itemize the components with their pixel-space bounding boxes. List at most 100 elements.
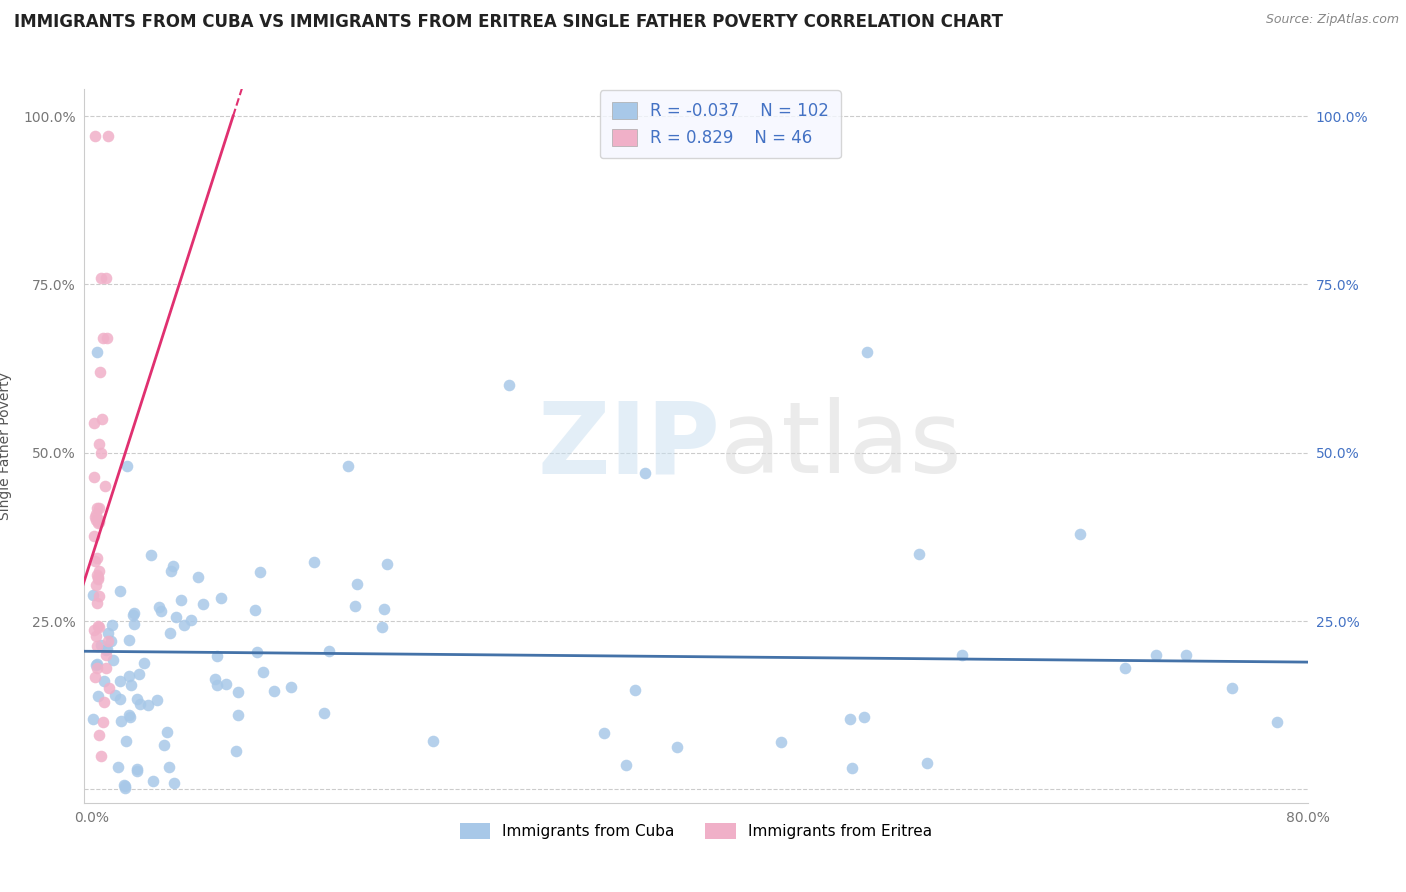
Point [841, 761, 863, 775]
Point [592, 726, 614, 740]
Y-axis label: Single Father Poverty: Single Father Poverty [0, 372, 13, 520]
Point [89, 589, 111, 603]
Point [82, 588, 104, 602]
Point [162, 558, 184, 573]
Point [153, 738, 176, 752]
Point [373, 602, 395, 616]
Point [107, 760, 129, 774]
Point [243, 603, 266, 617]
Point [249, 565, 271, 579]
Point [89, 513, 111, 527]
Point [83, 623, 105, 637]
Point [117, 633, 139, 648]
Point [128, 667, 150, 681]
Point [226, 685, 249, 699]
Point [96, 648, 118, 662]
Point [87, 689, 110, 703]
Point [129, 697, 152, 711]
Point [204, 672, 226, 686]
Point [84, 629, 107, 643]
Point [89, 516, 111, 530]
Point [108, 692, 131, 706]
Point [94, 270, 117, 285]
Point [96, 642, 118, 657]
Point [375, 557, 398, 571]
Point [770, 734, 793, 748]
Point [90, 412, 112, 426]
Point [302, 555, 325, 569]
Point [96, 331, 118, 345]
Point [187, 569, 209, 583]
Point [89, 729, 111, 743]
Point [120, 678, 142, 692]
Point [110, 714, 132, 728]
Point [125, 692, 148, 706]
Point [100, 618, 122, 632]
Point [86, 568, 108, 582]
Point [624, 683, 647, 698]
Point [84, 670, 107, 684]
Point [318, 644, 340, 658]
Point [112, 778, 135, 792]
Point [160, 564, 183, 578]
Point [84, 129, 107, 144]
Point [122, 607, 145, 622]
Point [86, 657, 108, 672]
Point [666, 739, 689, 754]
Point [180, 613, 202, 627]
Point [853, 710, 876, 724]
Point [614, 758, 637, 772]
Text: IMMIGRANTS FROM CUBA VS IMMIGRANTS FROM ERITREA SINGLE FATHER POVERTY CORRELATIO: IMMIGRANTS FROM CUBA VS IMMIGRANTS FROM … [14, 13, 1002, 31]
Point [856, 344, 879, 359]
Point [915, 756, 938, 771]
Point [90, 748, 112, 763]
Point [1144, 648, 1167, 662]
Point [252, 665, 274, 679]
Point [207, 648, 229, 663]
Point [100, 634, 122, 648]
Point [343, 599, 366, 614]
Point [93, 714, 115, 729]
Point [157, 760, 180, 774]
Point [132, 656, 155, 670]
Point [101, 653, 124, 667]
Point [97, 634, 120, 648]
Point [87, 564, 110, 578]
Point [94, 479, 117, 493]
Point [346, 577, 368, 591]
Text: ZIP: ZIP [537, 398, 720, 494]
Point [110, 583, 132, 598]
Point [87, 572, 110, 586]
Point [1069, 526, 1091, 541]
Point [94, 661, 117, 675]
Point [422, 733, 444, 747]
Point [90, 446, 112, 460]
Point [1114, 661, 1136, 675]
Point [207, 678, 229, 692]
Point [104, 689, 127, 703]
Point [97, 129, 120, 144]
Point [312, 706, 335, 720]
Point [173, 618, 195, 632]
Point [108, 673, 131, 688]
Point [86, 344, 108, 359]
Point [87, 618, 110, 632]
Point [280, 680, 302, 694]
Point [370, 619, 392, 633]
Point [86, 500, 108, 515]
Point [90, 270, 112, 285]
Point [136, 698, 159, 712]
Point [97, 626, 120, 640]
Point [86, 596, 108, 610]
Point [215, 677, 238, 691]
Point [114, 733, 136, 747]
Point [84, 507, 107, 521]
Point [86, 550, 108, 565]
Point [84, 513, 107, 527]
Point [148, 599, 170, 614]
Point [87, 501, 110, 516]
Point [84, 658, 107, 673]
Point [150, 604, 173, 618]
Point [89, 620, 111, 634]
Point [1175, 648, 1198, 662]
